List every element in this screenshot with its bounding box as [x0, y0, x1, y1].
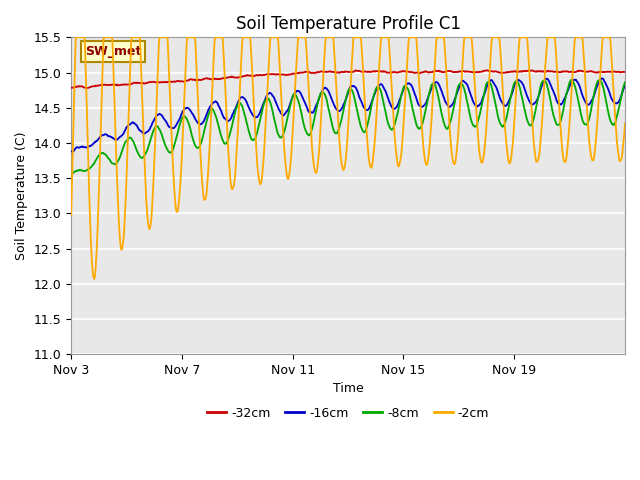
X-axis label: Time: Time: [333, 383, 364, 396]
Title: Soil Temperature Profile C1: Soil Temperature Profile C1: [236, 15, 461, 33]
Legend: -32cm, -16cm, -8cm, -2cm: -32cm, -16cm, -8cm, -2cm: [202, 402, 494, 424]
Y-axis label: Soil Temperature (C): Soil Temperature (C): [15, 132, 28, 260]
Text: SW_met: SW_met: [85, 45, 141, 58]
